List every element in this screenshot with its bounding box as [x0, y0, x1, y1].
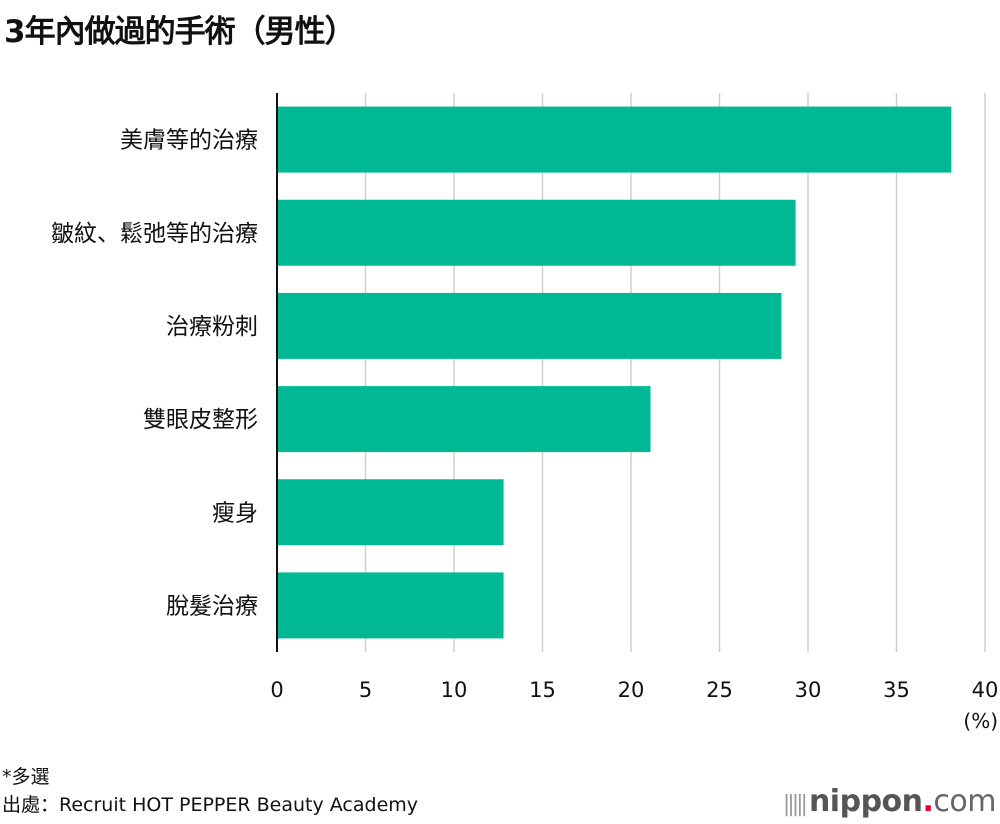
bar [277, 106, 952, 173]
x-tick-label: 35 [883, 678, 910, 702]
x-tick-label: 40 [972, 678, 999, 702]
category-label: 雙眼皮整形 [143, 407, 258, 433]
category-label: 皺紋、鬆弛等的治療 [51, 221, 258, 247]
footnote: *多選 [2, 766, 50, 788]
x-tick-label: 5 [359, 678, 372, 702]
category-label: 美膚等的治療 [120, 128, 258, 154]
x-tick-label: 15 [529, 678, 556, 702]
x-axis-label: (%) [963, 709, 998, 733]
x-tick-label: 10 [441, 678, 468, 702]
category-label: 瘦身 [212, 500, 258, 526]
x-tick-label: 25 [706, 678, 733, 702]
x-tick-label: 30 [795, 678, 822, 702]
bar [277, 292, 782, 359]
x-tick-label: 20 [618, 678, 645, 702]
bar [277, 479, 504, 546]
bar [277, 572, 504, 639]
bar [277, 386, 651, 453]
category-label: 脫髮治療 [166, 593, 258, 619]
source-note: 出處：Recruit HOT PEPPER Beauty Academy [2, 794, 419, 816]
bar [277, 199, 796, 266]
category-label: 治療粉刺 [166, 314, 258, 340]
x-tick-label: 0 [270, 678, 283, 702]
nippon-logo: ||||| nippon.com [782, 784, 997, 819]
sound-bars-icon: ||||| [782, 792, 808, 817]
chart-title: 3年內做過的手術（男性） [4, 14, 356, 50]
